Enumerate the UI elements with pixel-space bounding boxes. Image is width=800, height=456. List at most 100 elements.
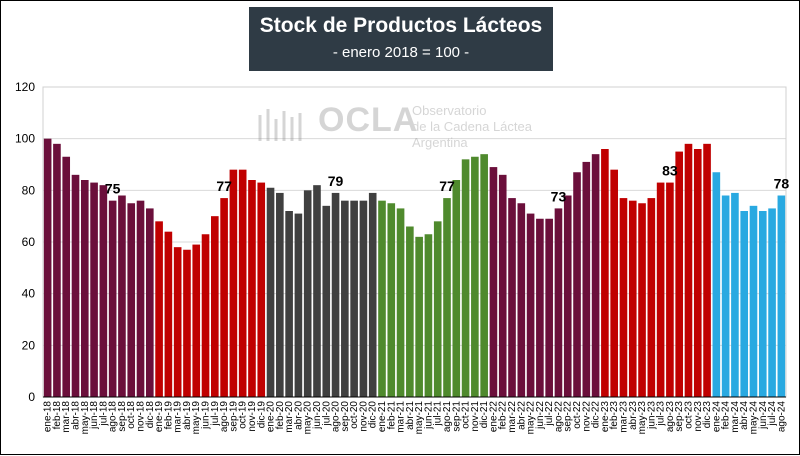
bar xyxy=(127,203,136,397)
annotation-label: 75 xyxy=(105,181,121,197)
bar xyxy=(396,208,405,397)
bar xyxy=(341,200,349,397)
x-tick-label: abr-19 xyxy=(182,401,193,430)
x-tick-label: ago-21 xyxy=(442,401,453,433)
bar xyxy=(257,182,266,397)
annotation-layer: 75 77 79 77 73 83 78 xyxy=(105,163,789,205)
x-tick-label: ago-18 xyxy=(108,401,119,433)
x-tick-label: nov-19 xyxy=(247,401,258,432)
x-tick-label: ene-18 xyxy=(43,401,54,433)
x-tick-label: nov-23 xyxy=(693,401,704,432)
annotation-label: 77 xyxy=(439,178,455,194)
title-box: Stock de Productos Lácteos - enero 2018 … xyxy=(249,7,553,71)
bar xyxy=(43,138,52,397)
bar xyxy=(173,247,182,397)
x-tick-label: feb-22 xyxy=(498,401,509,430)
x-tick-label: nov-18 xyxy=(136,401,147,432)
x-tick-label: jun-23 xyxy=(646,401,657,430)
x-tick-label: abr-23 xyxy=(628,401,639,430)
bar xyxy=(656,182,665,397)
bar xyxy=(498,174,507,397)
x-tick-label: dic-18 xyxy=(145,401,156,429)
x-tick-label: feb-19 xyxy=(163,401,174,430)
bar xyxy=(647,198,656,397)
bar xyxy=(768,208,776,397)
bar xyxy=(601,149,609,397)
x-tick-label: sep-19 xyxy=(228,401,239,432)
bar xyxy=(238,169,247,397)
x-tick-label: oct-23 xyxy=(683,401,694,429)
x-tick-label: jul-19 xyxy=(210,401,221,427)
x-tick-label: mar-19 xyxy=(173,401,184,433)
chart-subtitle: - enero 2018 = 100 - xyxy=(332,44,470,61)
x-tick-label: jul-24 xyxy=(767,401,778,427)
bar xyxy=(480,154,488,397)
bar xyxy=(610,169,618,397)
bar xyxy=(489,167,498,397)
x-tick-label: ene-21 xyxy=(377,401,388,433)
bar xyxy=(145,208,154,397)
bar xyxy=(220,198,228,397)
x-tick-label: ene-23 xyxy=(600,401,611,433)
bar xyxy=(508,198,516,397)
x-tick-label: sep-20 xyxy=(340,401,351,432)
bar xyxy=(591,154,600,397)
x-tick-label: ago-19 xyxy=(219,401,230,433)
x-tick-label: abr-20 xyxy=(293,401,304,430)
bar xyxy=(638,203,646,397)
annotation-label: 83 xyxy=(662,163,678,179)
bar xyxy=(721,195,730,397)
x-tick-label: jun-20 xyxy=(312,401,323,430)
bar xyxy=(118,195,126,397)
x-tick-label: mar-20 xyxy=(284,401,295,433)
bar xyxy=(183,249,191,397)
bar xyxy=(229,169,238,397)
bar xyxy=(71,174,80,397)
bar xyxy=(749,205,758,397)
x-tick-label: feb-18 xyxy=(52,401,63,430)
x-tick-label: oct-18 xyxy=(126,401,137,429)
bar xyxy=(211,216,219,397)
bar xyxy=(536,218,544,397)
bar xyxy=(424,234,433,397)
bar xyxy=(443,198,451,397)
bar xyxy=(684,143,693,397)
bar xyxy=(666,182,674,397)
bar xyxy=(452,180,461,397)
x-tick-label: jul-22 xyxy=(544,401,555,427)
x-tick-label: oct-20 xyxy=(349,401,360,429)
x-tick-label: nov-20 xyxy=(358,401,369,432)
bar xyxy=(563,195,572,397)
x-tick-label: jun-19 xyxy=(201,401,212,430)
bar xyxy=(731,192,739,397)
x-tick-label: ago-22 xyxy=(553,401,564,433)
x-tick-label: may-19 xyxy=(191,401,202,435)
watermark-line-2: de la Cadena Láctea xyxy=(412,119,532,134)
bar xyxy=(331,192,340,397)
x-tick-label: ago-23 xyxy=(665,401,676,433)
bar xyxy=(406,226,414,397)
x-tick-label: abr-21 xyxy=(405,401,416,430)
x-tick-label: nov-22 xyxy=(581,401,592,432)
x-tick-label: feb-21 xyxy=(386,401,397,430)
bar xyxy=(313,185,321,397)
x-tick-label: abr-24 xyxy=(739,401,750,430)
bar xyxy=(53,143,61,397)
x-tick-label: may-18 xyxy=(80,401,91,435)
x-tick-label: ene-20 xyxy=(266,401,277,433)
x-tick-label: jun-22 xyxy=(535,401,546,430)
bar xyxy=(294,213,303,397)
x-tick-label: jun-21 xyxy=(423,401,434,430)
x-tick-label: may-22 xyxy=(526,401,537,435)
bar xyxy=(712,172,721,397)
bar xyxy=(62,156,71,397)
x-tick-label: ene-24 xyxy=(711,401,722,433)
bar xyxy=(573,172,581,397)
y-tick-label: 60 xyxy=(22,235,36,249)
bar xyxy=(266,187,275,397)
x-tick-label: ago-20 xyxy=(331,401,342,433)
bar xyxy=(359,200,368,397)
x-tick-label: mar-18 xyxy=(61,401,72,433)
bar xyxy=(740,211,749,397)
bar xyxy=(461,159,470,397)
